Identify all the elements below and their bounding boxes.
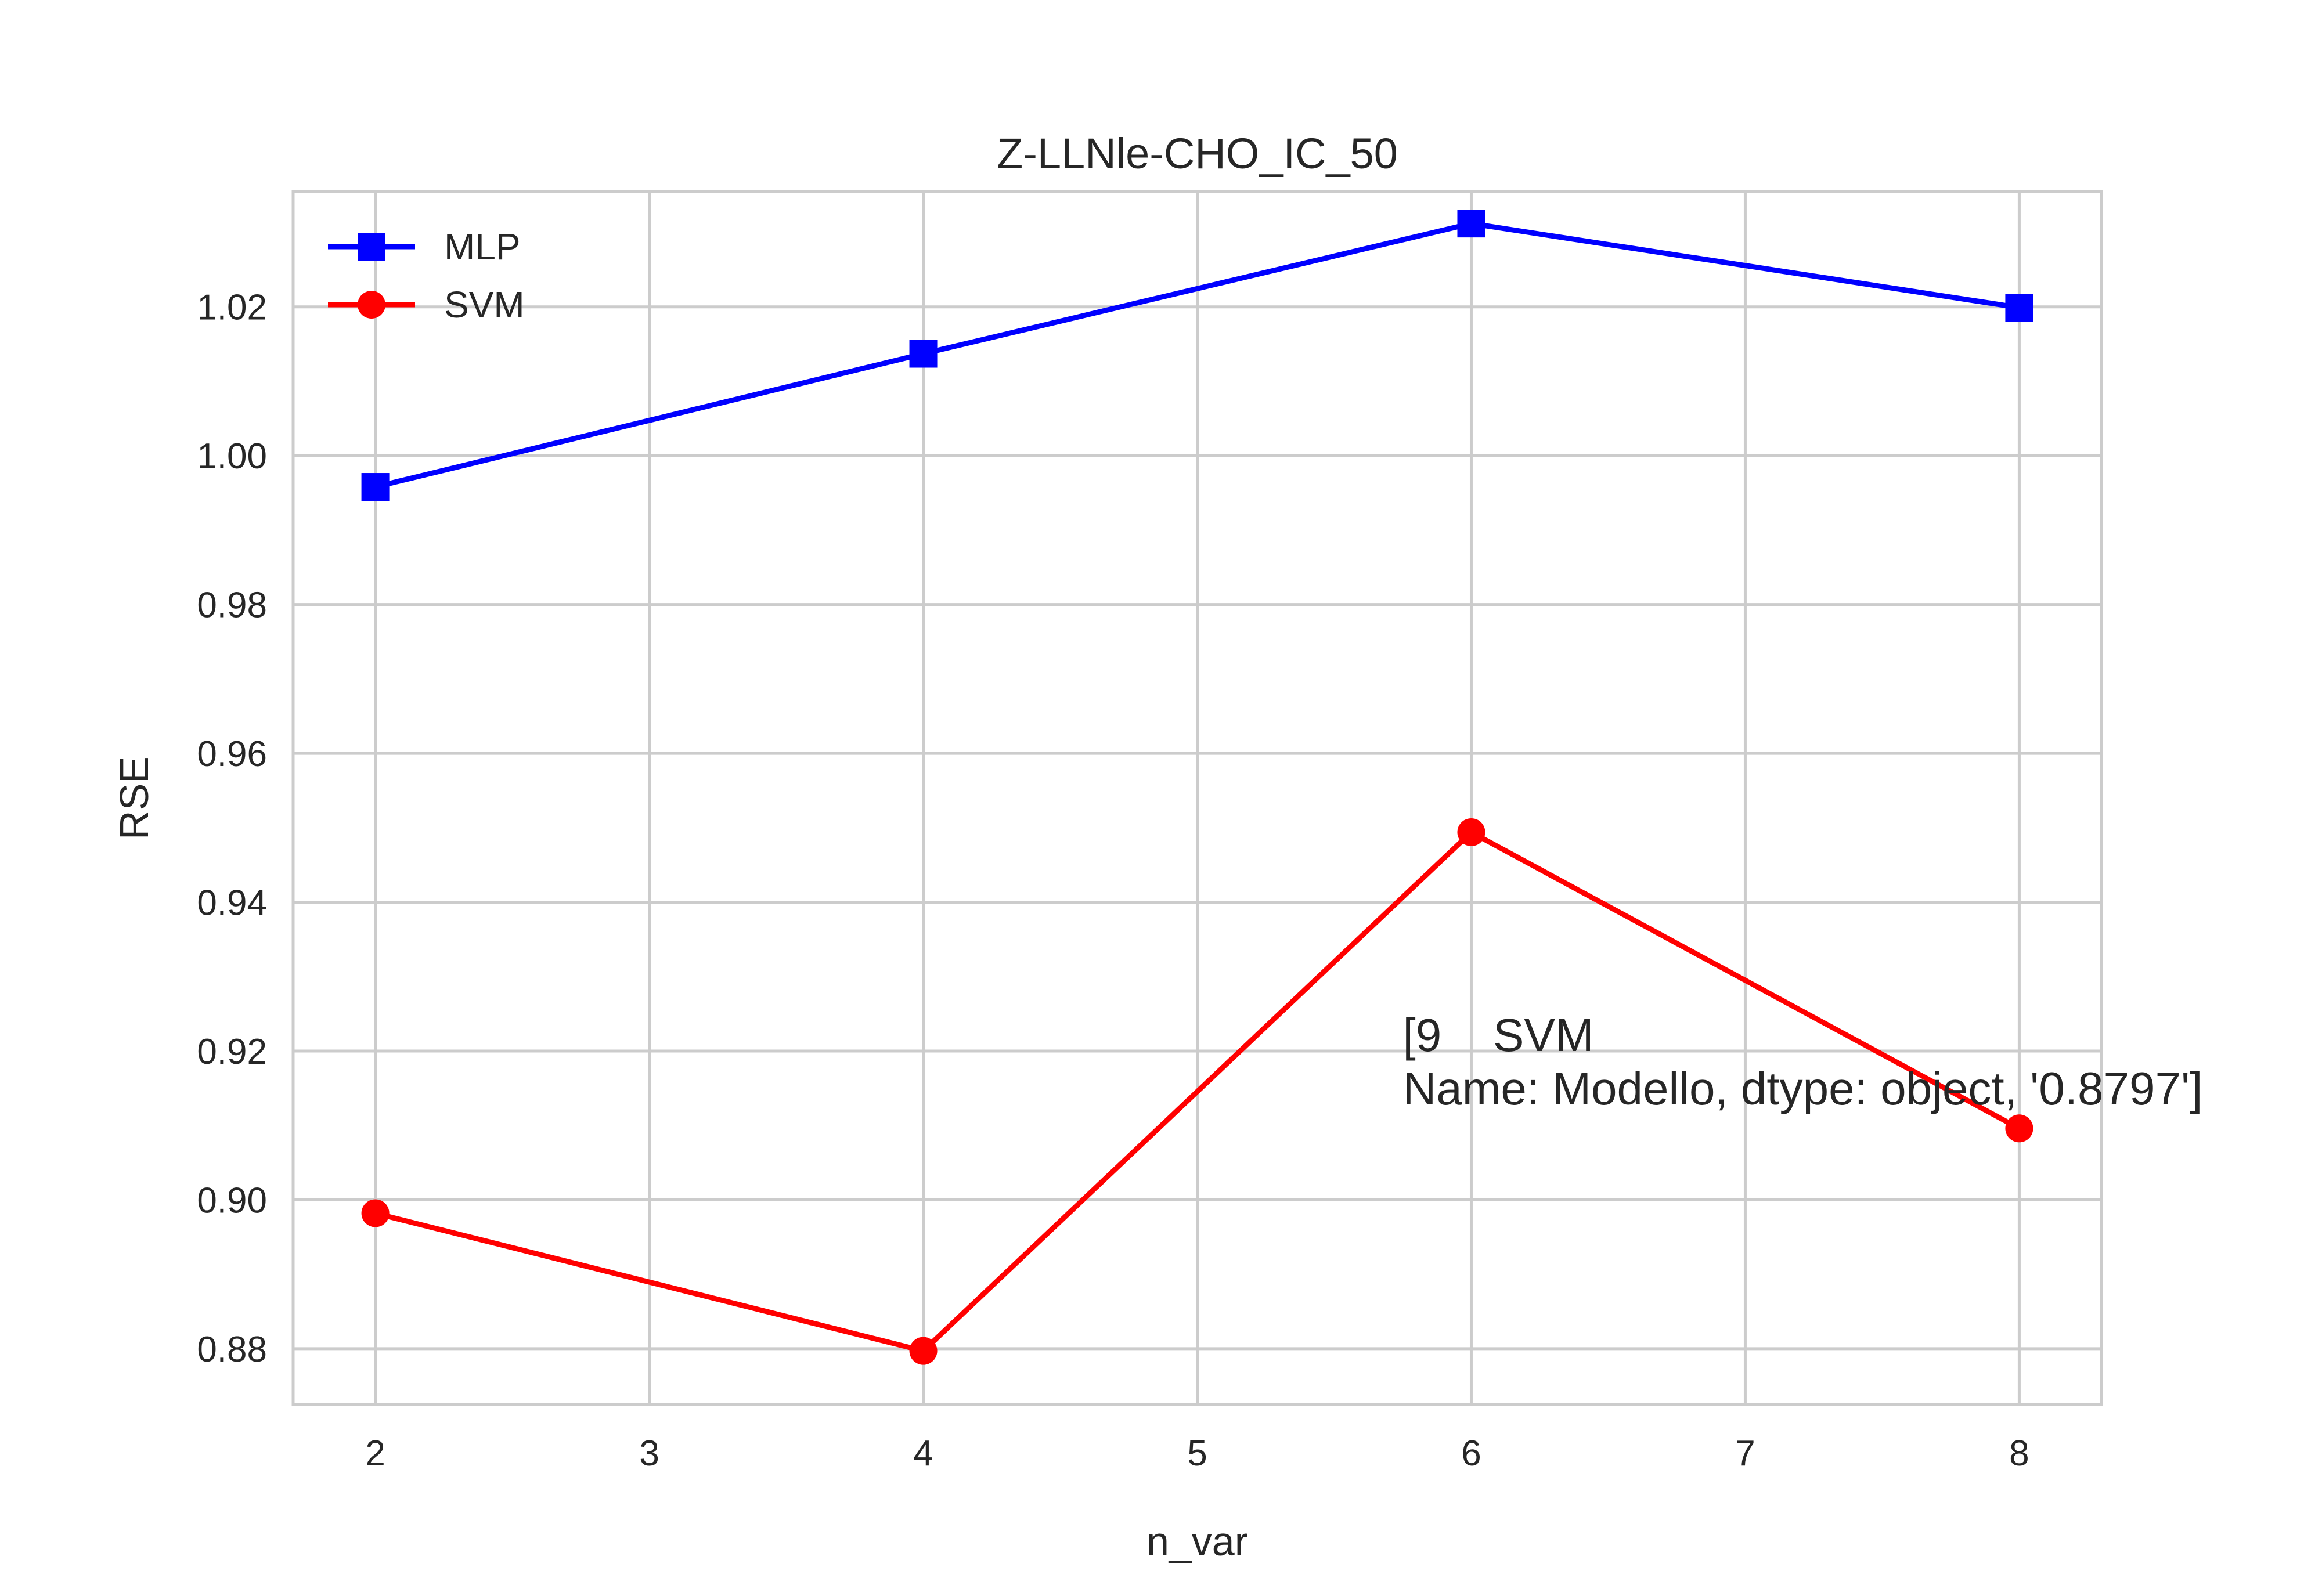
series-line-mlp [374,221,2020,490]
x-tick-label: 5 [1187,1433,1207,1474]
legend-label-mlp: MLP [444,226,521,268]
x-tick-label: 8 [2009,1433,2029,1474]
tick-labels: 2 3 4 5 6 7 8 0.88 0.90 0.92 0.94 0.96 0.98 1.00 1.02 [197,288,2029,1474]
series-layer [361,210,2033,1365]
annotation-line: Name: Modello, dtype: object, '0.8797'] [1402,1063,2202,1114]
y-tick-label: 0.92 [197,1032,267,1072]
legend-label-svm: SVM [444,284,525,326]
x-tick-label: 6 [1461,1433,1481,1474]
y-tick-label: 0.96 [197,734,267,774]
y-tick-label: 1.00 [197,436,267,476]
x-tick-label: 4 [913,1433,933,1474]
series-line-svm [374,829,2021,1354]
y-axis-label: RSE [111,756,157,840]
plot-frame [291,190,2103,1406]
x-tick-label: 2 [365,1433,385,1474]
data-point-mlp [1457,210,1485,238]
chart-title: Z-LLNle-CHO_IC_50 [997,129,1398,178]
data-point-svm [909,1337,938,1365]
data-point-mlp [361,473,390,501]
x-axis-label: n_var [1146,1519,1248,1564]
y-tick-label: 1.02 [197,288,267,328]
x-tick-label: 3 [639,1433,659,1474]
data-point-svm [361,1199,390,1227]
legend-marker-mlp [358,233,385,261]
y-tick-label: 0.94 [197,883,267,923]
data-point-svm [1457,818,1485,846]
y-tick-label: 0.90 [197,1180,267,1221]
data-point-svm [2005,1114,2033,1143]
annotation-line: [9 SVM [1402,1009,1593,1061]
data-point-mlp [909,340,938,368]
legend-marker-svm [358,291,385,319]
x-tick-label: 7 [1735,1433,1755,1474]
y-tick-label: 0.98 [197,586,267,626]
y-tick-label: 0.88 [197,1330,267,1370]
data-point-mlp [2005,294,2033,322]
grid [293,192,2101,1404]
legend: MLP SVM [328,226,525,326]
